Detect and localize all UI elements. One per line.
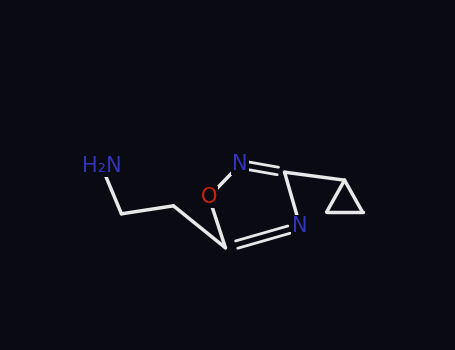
- Text: O: O: [201, 187, 217, 207]
- Text: N: N: [233, 154, 248, 174]
- Text: H₂N: H₂N: [81, 156, 121, 176]
- Text: N: N: [293, 216, 308, 236]
